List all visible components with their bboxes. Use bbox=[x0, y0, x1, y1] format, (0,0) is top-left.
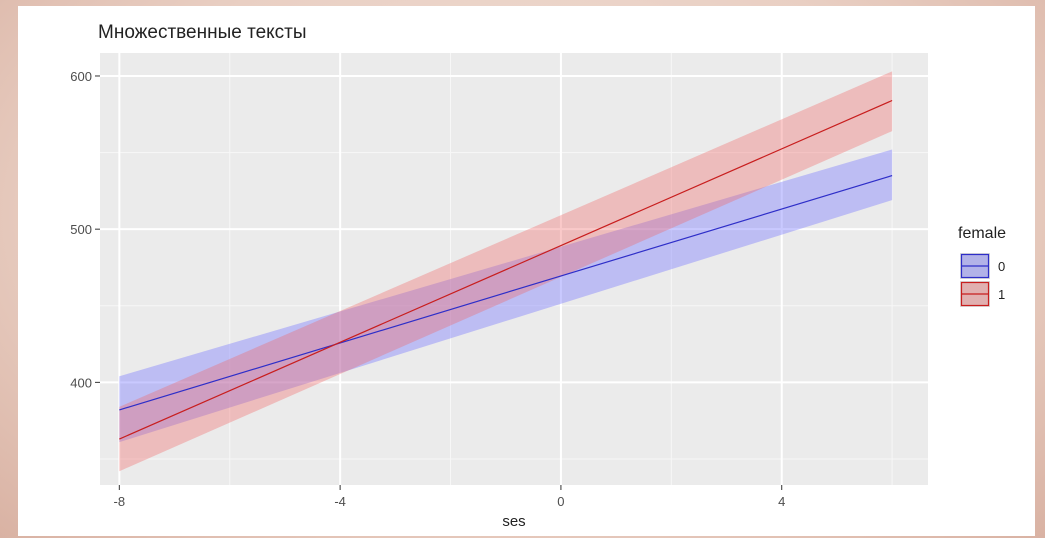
x-tick-label: -4 bbox=[334, 494, 346, 509]
plot-panel bbox=[100, 53, 928, 485]
legend-label: 1 bbox=[998, 287, 1005, 302]
y-tick-label: 600 bbox=[70, 69, 92, 84]
confidence-bands bbox=[119, 71, 893, 472]
legend-title: female bbox=[958, 225, 1006, 242]
x-axis-label: ses bbox=[502, 513, 525, 530]
y-tick-label: 500 bbox=[70, 222, 92, 237]
x-tick-label: 4 bbox=[778, 494, 785, 509]
confidence-band-0 bbox=[119, 149, 893, 443]
chart-title: Множественные тексты bbox=[98, 22, 307, 43]
major-grid bbox=[100, 53, 928, 485]
x-tick-label: 0 bbox=[557, 494, 564, 509]
legend: female 0 1 bbox=[958, 225, 1006, 307]
fit-line-0 bbox=[119, 174, 893, 411]
fit-line-1 bbox=[119, 99, 893, 440]
fit-lines bbox=[119, 99, 893, 440]
x-tick-label: -8 bbox=[114, 494, 126, 509]
chart-card: Множественные тексты -8 -4 0 4 400 500 600 ses… bbox=[18, 6, 1035, 536]
axes: -8 -4 0 4 400 500 600 bbox=[70, 69, 785, 509]
chart: Множественные тексты -8 -4 0 4 400 500 600 ses… bbox=[70, 22, 1006, 530]
minor-grid bbox=[100, 53, 928, 485]
y-tick-label: 400 bbox=[70, 375, 92, 390]
legend-label: 0 bbox=[998, 259, 1005, 274]
confidence-band-1 bbox=[119, 71, 893, 472]
